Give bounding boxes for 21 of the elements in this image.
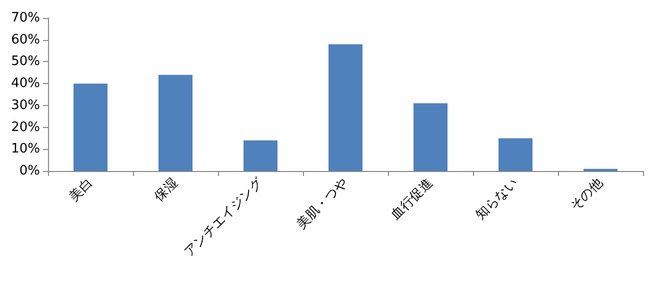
y-tick-label: 20% xyxy=(11,120,40,135)
bar xyxy=(74,84,108,171)
x-tick-label: 美肌・つや xyxy=(294,174,351,232)
bar xyxy=(244,140,278,171)
y-tick-label: 40% xyxy=(11,76,40,92)
bar xyxy=(158,74,192,171)
y-tick-label: 10% xyxy=(11,142,40,157)
bar xyxy=(328,44,362,171)
bar xyxy=(498,138,532,171)
y-tick-label: 0% xyxy=(19,164,40,178)
x-tick-label: 血行促進 xyxy=(388,176,436,224)
y-tick-label: 30% xyxy=(11,98,40,113)
x-tick-label: アンチエイジング xyxy=(182,174,267,260)
y-tick-label: 70% xyxy=(11,10,40,26)
y-tick-label: 50% xyxy=(11,54,40,70)
y-tick-label: 60% xyxy=(11,32,40,48)
x-tick-label: その他 xyxy=(568,176,606,214)
x-tick-label: 保湿 xyxy=(152,176,181,205)
x-tick-label: 美白 xyxy=(66,174,96,205)
bar xyxy=(414,103,448,171)
x-tick-label: 知らない xyxy=(473,176,521,224)
